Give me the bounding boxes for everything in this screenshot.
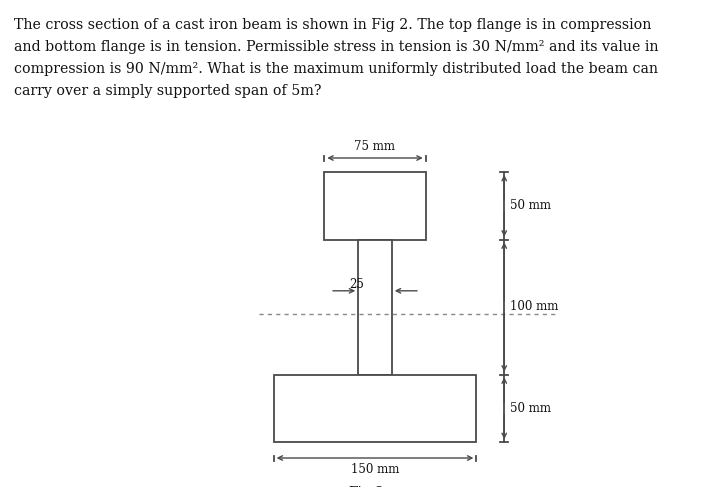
Text: 150 mm: 150 mm [351,463,399,476]
Text: compression is 90 N/mm². What is the maximum uniformly distributed load the beam: compression is 90 N/mm². What is the max… [14,62,658,76]
Text: carry over a simply supported span of 5m?: carry over a simply supported span of 5m… [14,84,321,98]
Text: and bottom flange is in tension. Permissible stress in tension is 30 N/mm² and i: and bottom flange is in tension. Permiss… [14,40,659,54]
Bar [358,240,392,375]
Bar [274,375,476,442]
Bar [324,172,426,240]
Text: 100 mm: 100 mm [510,300,559,314]
Text: 50 mm: 50 mm [510,402,551,415]
Text: The cross section of a cast iron beam is shown in Fig 2. The top flange is in co: The cross section of a cast iron beam is… [14,18,651,32]
Text: 75 mm: 75 mm [354,140,395,153]
Text: Fig 2: Fig 2 [347,486,383,487]
Text: 50 mm: 50 mm [510,199,551,212]
Text: 25: 25 [349,278,365,291]
